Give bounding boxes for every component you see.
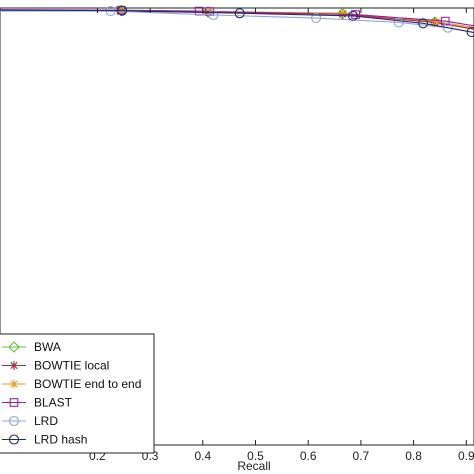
data-point — [202, 6, 214, 18]
axes — [0, 7, 474, 446]
legend-item: LRD hash — [2, 433, 87, 447]
data-point — [336, 7, 349, 20]
legend-label: BWA — [34, 340, 61, 354]
legend-item: BOWTIE end to end — [2, 377, 141, 391]
data-point — [442, 22, 453, 33]
data-point — [351, 10, 360, 19]
legend-label: LRD hash — [34, 433, 87, 447]
x-tick-label: 0.5 — [247, 449, 264, 463]
data-point — [431, 17, 441, 27]
data-point — [466, 26, 474, 38]
legend-marker — [8, 434, 20, 445]
legend-box — [0, 333, 155, 454]
data-point — [337, 8, 347, 18]
x-tick-label: 0.9 — [458, 449, 474, 463]
data-point — [234, 8, 245, 19]
data-point — [208, 9, 219, 21]
legend-marker — [8, 341, 20, 353]
plot-frame — [0, 7, 474, 446]
legend-marker — [9, 361, 19, 370]
legend-label: BOWTIE local — [34, 359, 109, 373]
x-tick-label: 0.8 — [405, 449, 422, 463]
legend-marker — [8, 415, 20, 427]
legend-label: LRD — [34, 414, 58, 428]
legend: BWA BOWTIE local BOWTIE end to end BLAST LRD… — [0, 333, 155, 454]
data-point — [347, 10, 359, 21]
legend-label: BLAST — [34, 396, 73, 410]
legend-label: BOWTIE end to end — [34, 377, 141, 391]
data-point — [311, 13, 322, 24]
series-layer — [0, 4, 474, 38]
series-line — [0, 9, 474, 34]
legend-item: BWA — [2, 340, 61, 354]
data-point — [393, 17, 404, 28]
legend-item: BLAST — [2, 396, 73, 410]
x-ticks: 0.2 0.3 0.4 0.5 0.6 0.7 0.8 0.9 — [89, 8, 474, 463]
legend-marker — [9, 398, 19, 407]
legend-marker — [9, 379, 19, 389]
x-tick-label: 0.6 — [300, 449, 317, 463]
data-point — [117, 5, 128, 16]
legend-item: BOWTIE local — [2, 359, 109, 373]
x-tick-label: 0.4 — [194, 449, 211, 463]
x-tick-label: 0.7 — [353, 449, 370, 463]
data-point — [440, 16, 450, 26]
x-axis-label: Recall — [237, 459, 270, 473]
data-point — [418, 18, 429, 29]
legend-item: LRD — [2, 414, 58, 428]
series-lrd-hash — [0, 5, 474, 38]
